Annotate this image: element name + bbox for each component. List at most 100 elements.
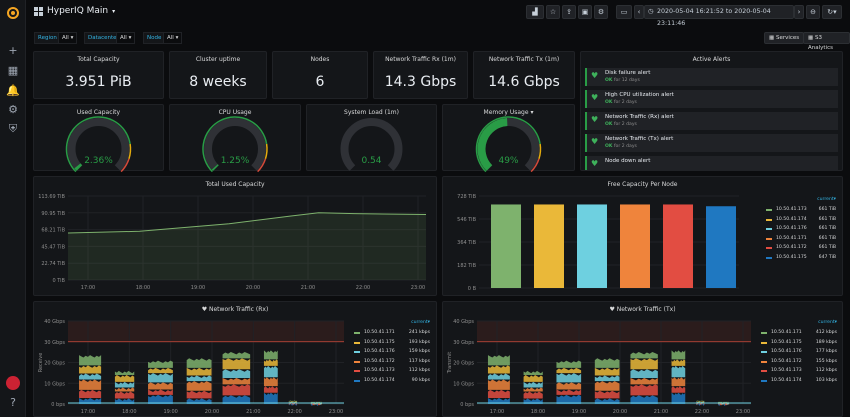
legend-item[interactable]: 10.50.41.172 661 TiB bbox=[766, 244, 836, 252]
legend-item[interactable]: 10.50.41.175 189 kbps bbox=[761, 339, 837, 347]
legend-sort-header[interactable]: current▾ bbox=[411, 320, 430, 325]
legend-item[interactable]: 10.50.41.171 661 TiB bbox=[766, 235, 836, 243]
traffic-series-area bbox=[288, 402, 298, 406]
traffic-series-area bbox=[222, 358, 251, 370]
help-icon[interactable]: ? bbox=[10, 396, 16, 409]
time-range-picker[interactable]: ◷ 2020-05-04 16:21:52 to 2020-05-04 23:1… bbox=[644, 5, 794, 27]
traffic-series-area bbox=[79, 355, 102, 366]
alert-item[interactable]: ♥ Network Traffic (Tx) alert OK for 2 da… bbox=[585, 134, 838, 152]
legend-item[interactable]: 10.50.41.173 112 kbps bbox=[761, 367, 837, 375]
legend-item[interactable]: 10.50.41.172 117 kbps bbox=[354, 358, 430, 366]
time-range-text: 2020-05-04 16:21:52 to 2020-05-04 23:11:… bbox=[657, 8, 771, 27]
legend-sort-header[interactable]: current▾ bbox=[818, 320, 837, 325]
traffic-series-area bbox=[523, 374, 543, 382]
y-tick-label: 364 TiB bbox=[457, 240, 476, 246]
gauge-fill bbox=[211, 164, 219, 171]
gear-icon[interactable]: ⚙ bbox=[8, 103, 18, 116]
total-used-chart[interactable]: 113.69 TiB 90.95 TiB 68.21 TiB 45.47 TiB 22.… bbox=[34, 177, 438, 297]
legend-item[interactable]: 10.50.41.171 241 kbps bbox=[354, 329, 430, 337]
services-link[interactable]: ▦ Services bbox=[764, 32, 805, 44]
legend-item[interactable]: 10.50.41.173 112 kbps bbox=[354, 367, 430, 375]
traffic-series-area bbox=[222, 384, 251, 396]
plus-icon[interactable]: + bbox=[8, 44, 18, 57]
settings-icon[interactable]: ⚙ bbox=[594, 5, 608, 19]
alert-since: for 12 days bbox=[613, 78, 640, 83]
dashboards-icon[interactable]: ▦ bbox=[7, 64, 19, 77]
tv-mode-icon[interactable]: ▭ bbox=[616, 5, 632, 19]
legend-item[interactable]: 10.50.41.175 647 TiB bbox=[766, 254, 836, 262]
var-datacenter-select[interactable]: All ▾ bbox=[116, 32, 136, 44]
y-tick-label: 546 TiB bbox=[457, 217, 476, 223]
time-forward-icon[interactable]: › bbox=[794, 5, 804, 19]
legend-name: 10.50.41.173 bbox=[776, 207, 807, 212]
gauge-threshold-ok bbox=[202, 116, 268, 173]
y-tick-label: 22.74 TiB bbox=[41, 261, 65, 267]
free-capacity-bar[interactable] bbox=[663, 204, 693, 288]
legend-value: 412 kbps bbox=[815, 330, 837, 335]
time-back-icon[interactable]: ‹ bbox=[634, 5, 644, 19]
add-panel-button[interactable]: ▟ bbox=[526, 5, 544, 19]
free-capacity-chart[interactable]: 728 TiB 546 TiB 364 TiB 182 TiB 0 B bbox=[443, 177, 743, 297]
grafana-logo-icon[interactable] bbox=[6, 6, 20, 20]
alert-item[interactable]: ♥ Disk failure alert OK for 12 days bbox=[585, 68, 838, 86]
legend-swatch bbox=[354, 332, 360, 334]
legend-name: 10.50.41.171 bbox=[364, 330, 395, 335]
alert-since: for 2 days bbox=[613, 122, 637, 127]
alert-item[interactable]: ♥ Network Traffic (Rx) alert OK for 2 da… bbox=[585, 112, 838, 130]
star-icon[interactable]: ☆ bbox=[546, 5, 560, 19]
legend-item[interactable]: 10.50.41.176 177 kbps bbox=[761, 348, 837, 356]
shield-icon[interactable]: ⛨ bbox=[8, 122, 18, 135]
used-capacity-area bbox=[68, 212, 426, 280]
network-rx-chart[interactable]: 40 Gbps 30 Gbps 20 Gbps 10 Gbps 0 bps 17:00 18… bbox=[34, 302, 438, 417]
var-region-select[interactable]: All ▾ bbox=[58, 32, 78, 44]
legend-item[interactable]: 10.50.41.175 193 kbps bbox=[354, 339, 430, 347]
legend-value: 661 TiB bbox=[818, 216, 836, 222]
legend-item[interactable]: 10.50.41.174 90 kbps bbox=[354, 377, 430, 385]
x-tick-label: 23:00 bbox=[329, 409, 343, 415]
free-capacity-bar[interactable] bbox=[706, 206, 736, 288]
panel-title-text: Memory Usage bbox=[483, 109, 529, 116]
legend-swatch bbox=[761, 351, 767, 353]
legend-item[interactable]: 10.50.41.174 661 TiB bbox=[766, 216, 836, 224]
gauge-threshold-warn bbox=[128, 143, 132, 160]
traffic-series-area bbox=[718, 401, 730, 405]
alert-item[interactable]: ♥ Node down alert bbox=[585, 156, 838, 170]
legend-item[interactable]: 10.50.41.172 155 kbps bbox=[761, 358, 837, 366]
bell-icon[interactable]: 🔔 bbox=[6, 84, 20, 97]
traffic-series-area bbox=[487, 397, 510, 404]
traffic-series-area bbox=[222, 395, 251, 404]
panel-title: Used Capacity bbox=[76, 109, 121, 116]
network-tx-chart[interactable]: 40 Gbps 30 Gbps 20 Gbps 10 Gbps 0 bps 17:00 18… bbox=[443, 302, 844, 417]
var-node-select[interactable]: All ▾ bbox=[163, 32, 183, 44]
traffic-series-area bbox=[114, 374, 135, 382]
avatar[interactable] bbox=[6, 376, 20, 390]
legend-name: 10.50.41.174 bbox=[776, 216, 807, 222]
legend-item[interactable]: 10.50.41.176 661 TiB bbox=[766, 225, 836, 233]
stat-value: 14.6 Gbps bbox=[488, 74, 560, 90]
free-capacity-bar[interactable] bbox=[620, 204, 650, 288]
free-capacity-bar[interactable] bbox=[534, 204, 564, 288]
save-icon[interactable]: ▣ bbox=[578, 5, 592, 19]
zoom-out-icon[interactable]: ⊖ bbox=[806, 5, 820, 19]
legend-sort-header[interactable]: current▾ bbox=[817, 197, 836, 202]
legend-item[interactable]: 10.50.41.173 661 TiB bbox=[766, 206, 836, 214]
x-tick-label: 22:00 bbox=[356, 285, 370, 291]
y-tick-label: 30 Gbps bbox=[453, 340, 474, 346]
legend-item[interactable]: 10.50.41.176 159 kbps bbox=[354, 348, 430, 356]
panel-title[interactable]: Memory Usage ▾ bbox=[443, 109, 574, 116]
legend-item[interactable]: 10.50.41.174 103 kbps bbox=[761, 377, 837, 385]
x-tick-label: 20:00 bbox=[246, 285, 260, 291]
legend-item[interactable]: 10.50.41.171 412 kbps bbox=[761, 329, 837, 337]
free-capacity-bar[interactable] bbox=[577, 204, 607, 288]
traffic-series-area bbox=[594, 381, 620, 391]
traffic-series-area bbox=[288, 400, 298, 403]
gauge-threshold-crit bbox=[530, 158, 540, 173]
panel-title: CPU Usage bbox=[218, 109, 252, 116]
threshold-region bbox=[68, 321, 344, 342]
refresh-button[interactable]: ↻▾ bbox=[822, 5, 842, 19]
alert-item[interactable]: ♥ High CPU utilization alert OK for 2 da… bbox=[585, 90, 838, 108]
dashboard-title[interactable]: HyperIQ Main ▾ bbox=[34, 6, 115, 16]
s3-analytics-link[interactable]: ▦ S3 Analytics bbox=[803, 32, 850, 51]
share-icon[interactable]: ⇪ bbox=[562, 5, 576, 19]
free-capacity-bar[interactable] bbox=[491, 204, 521, 288]
